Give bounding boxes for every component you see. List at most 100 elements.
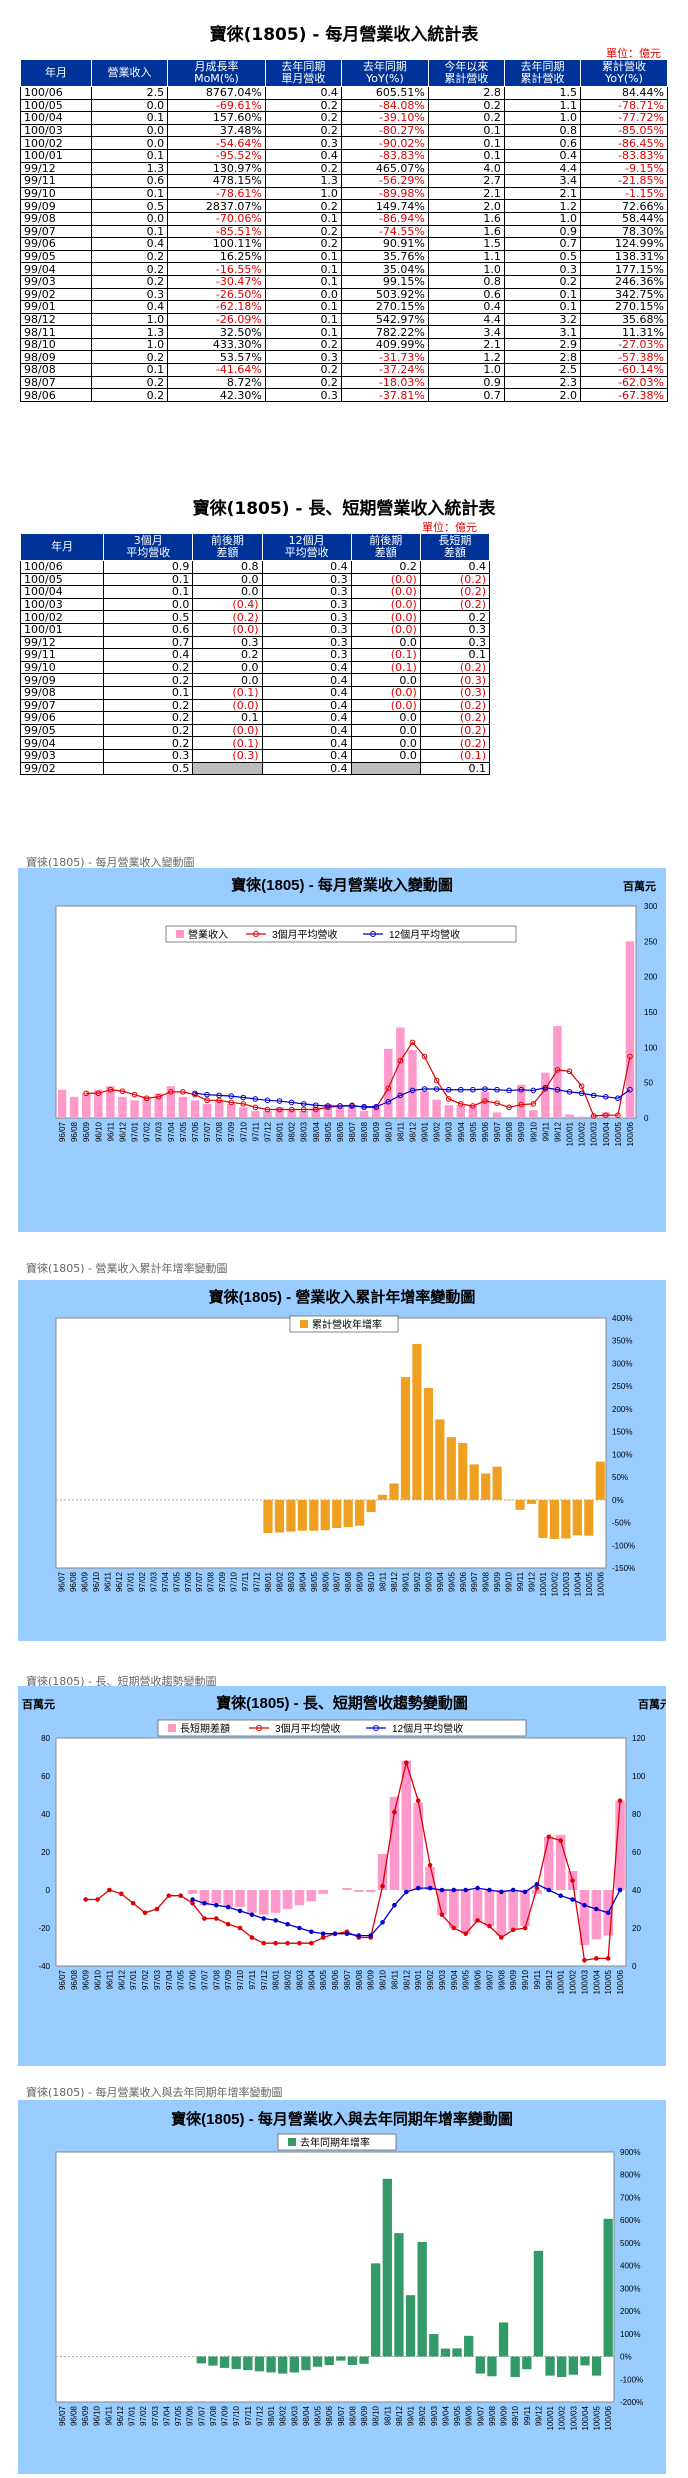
table-cell: 1.5 <box>503 86 582 100</box>
table-cell: 0.2 <box>264 224 342 239</box>
x-tick-label: 99/10 <box>505 1571 514 1592</box>
x-tick-label: 100/03 <box>590 1121 599 1146</box>
y-tick-label: 400% <box>612 1314 632 1323</box>
table-cell: 0.3 <box>261 572 352 587</box>
x-tick-label: 99/05 <box>447 1571 456 1592</box>
x-tick-label: 99/05 <box>462 1969 471 1990</box>
table-cell: 0.2 <box>264 237 342 251</box>
x-tick-label: 98/05 <box>310 1571 319 1592</box>
x-tick-label: 98/04 <box>298 1571 307 1592</box>
series-marker <box>499 1889 504 1895</box>
table-cell: (0.0) <box>350 698 421 713</box>
series-marker <box>107 1086 114 1093</box>
table-row: 99/04 0.2 (0.1) 0.4 0.0 (0.2) <box>19 736 491 750</box>
table-row: 100/04 0.1 157.60% 0.2 -39.10% 0.2 1.0 -77.72% <box>20 111 668 125</box>
table-cell: 0.2 <box>264 199 342 213</box>
x-tick-label: 99/11 <box>523 2405 532 2425</box>
table-row: 99/09 0.2 0.0 0.4 0.0 (0.3) <box>19 673 491 687</box>
x-tick-label: 100/04 <box>573 1571 582 1596</box>
yoy-bar <box>510 2356 520 2377</box>
yoy-bar <box>549 1499 560 1539</box>
table-cell: 0.4 <box>261 761 352 776</box>
revenue-bar <box>565 1114 574 1118</box>
table-cell: (0.2) <box>419 572 491 587</box>
x-tick-label: 98/01 <box>267 2405 276 2426</box>
table-row: 99/10 0.1 -78.61% 1.0 -89.98% 2.1 2.1 -1.15% <box>20 186 668 201</box>
legend-swatch <box>288 2138 296 2146</box>
table-cell: (0.0) <box>350 585 421 599</box>
table-row: 100/03 0.0 37.48% 0.2 -80.27% 0.1 0.8 -85.05% <box>20 123 668 138</box>
table-cell: 1.0 <box>503 211 582 226</box>
plot-area <box>55 2151 615 2403</box>
y-tick-label: 80 <box>632 1810 641 1819</box>
table-cell: 99/07 <box>20 224 92 239</box>
series-marker <box>397 1057 404 1064</box>
revenue-bar <box>202 1103 212 1118</box>
chart-panel-term: 寶徠(1805) - 長、短期營收趨勢變動圖 百萬元 百萬元 長短期差額 3個月平均營收… <box>18 1686 666 2066</box>
table-cell: 0.2 <box>419 610 491 624</box>
y-tick-label: 250 <box>644 937 658 946</box>
table-cell: -62.03% <box>580 375 668 390</box>
col-header-line: 月成長率 <box>194 60 239 73</box>
revenue-bar <box>347 1105 357 1118</box>
section-label-yoy: 寶徠(1805) - 每月營業收入與去年同期年增率變動圖 <box>26 2086 283 2099</box>
diff-bar <box>389 1796 400 1890</box>
x-tick-label: 96/10 <box>92 1571 101 1592</box>
table-cell: 478.15% <box>167 174 266 188</box>
table-cell: 0.4 <box>264 148 342 163</box>
series-marker <box>285 1921 290 1927</box>
table-cell: 0.9 <box>103 560 194 574</box>
x-tick-label: 98/03 <box>295 1969 304 1990</box>
series-marker <box>261 1916 267 1921</box>
table-cell: -70.06% <box>167 211 266 226</box>
y-tick-label: 400% <box>620 2262 640 2271</box>
table-row: 98/10 1.0 433.30% 0.2 409.99% 2.1 2.9 -27.03% <box>20 337 668 352</box>
table-cell: 0.1 <box>264 211 342 226</box>
series-marker <box>344 1931 350 1936</box>
revenue-bar <box>432 1099 441 1118</box>
table-cell: 0.5 <box>503 249 582 264</box>
x-tick-label: 98/03 <box>300 1121 309 1142</box>
x-tick-label: 98/11 <box>390 1969 399 1989</box>
table-cell: -9.15% <box>580 161 668 176</box>
x-tick-label: 97/01 <box>129 1969 138 1990</box>
diff-bar <box>401 1760 412 1890</box>
series-marker <box>554 1067 561 1073</box>
series-marker <box>237 1925 243 1931</box>
x-tick-label: 97/12 <box>253 1571 262 1592</box>
table-cell: 0.1 <box>103 572 194 587</box>
table-cell: 0.1 <box>264 249 342 264</box>
revenue-bar <box>118 1096 127 1118</box>
x-tick-label: 97/06 <box>186 2405 195 2426</box>
table-cell: 100.11% <box>167 237 266 251</box>
yoy-bar <box>286 1499 296 1532</box>
series-marker <box>276 1098 283 1104</box>
y-tick-label: 150% <box>612 1428 632 1437</box>
y-tick-label: 0 <box>46 1886 51 1895</box>
table-cell: -21.85% <box>580 174 668 188</box>
diff-bar <box>484 1890 495 1927</box>
series-marker <box>273 1918 278 1923</box>
table-cell: (0.1) <box>350 660 421 675</box>
x-tick-label: 98/08 <box>355 1969 364 1990</box>
table-cell: 0.0 <box>350 635 421 650</box>
series-marker <box>356 1933 362 1938</box>
table-cell: 605.51% <box>340 86 429 100</box>
legend-label: 去年同期年增率 <box>300 2136 370 2149</box>
table-cell: -67.38% <box>580 388 668 402</box>
x-tick-label: 97/08 <box>215 1121 224 1142</box>
table-row: 99/10 0.2 0.0 0.4 (0.1) (0.2) <box>19 660 491 675</box>
x-tick-label: 97/03 <box>151 2405 160 2426</box>
table-cell: (0.1) <box>192 736 263 750</box>
table-cell: 0.1 <box>103 585 194 599</box>
x-tick-label: 99/08 <box>497 1969 506 1990</box>
x-tick-label: 96/12 <box>117 1969 126 1990</box>
table-cell: 4.0 <box>427 161 505 176</box>
diff-bar <box>199 1890 210 1906</box>
y-tick-label: 250% <box>612 1382 632 1391</box>
table-cell: 0.4 <box>261 711 352 725</box>
series-marker <box>143 1095 150 1102</box>
series-marker <box>605 1956 611 1961</box>
revenue-bar <box>178 1096 188 1118</box>
x-tick-label: 96/07 <box>58 1969 67 1990</box>
